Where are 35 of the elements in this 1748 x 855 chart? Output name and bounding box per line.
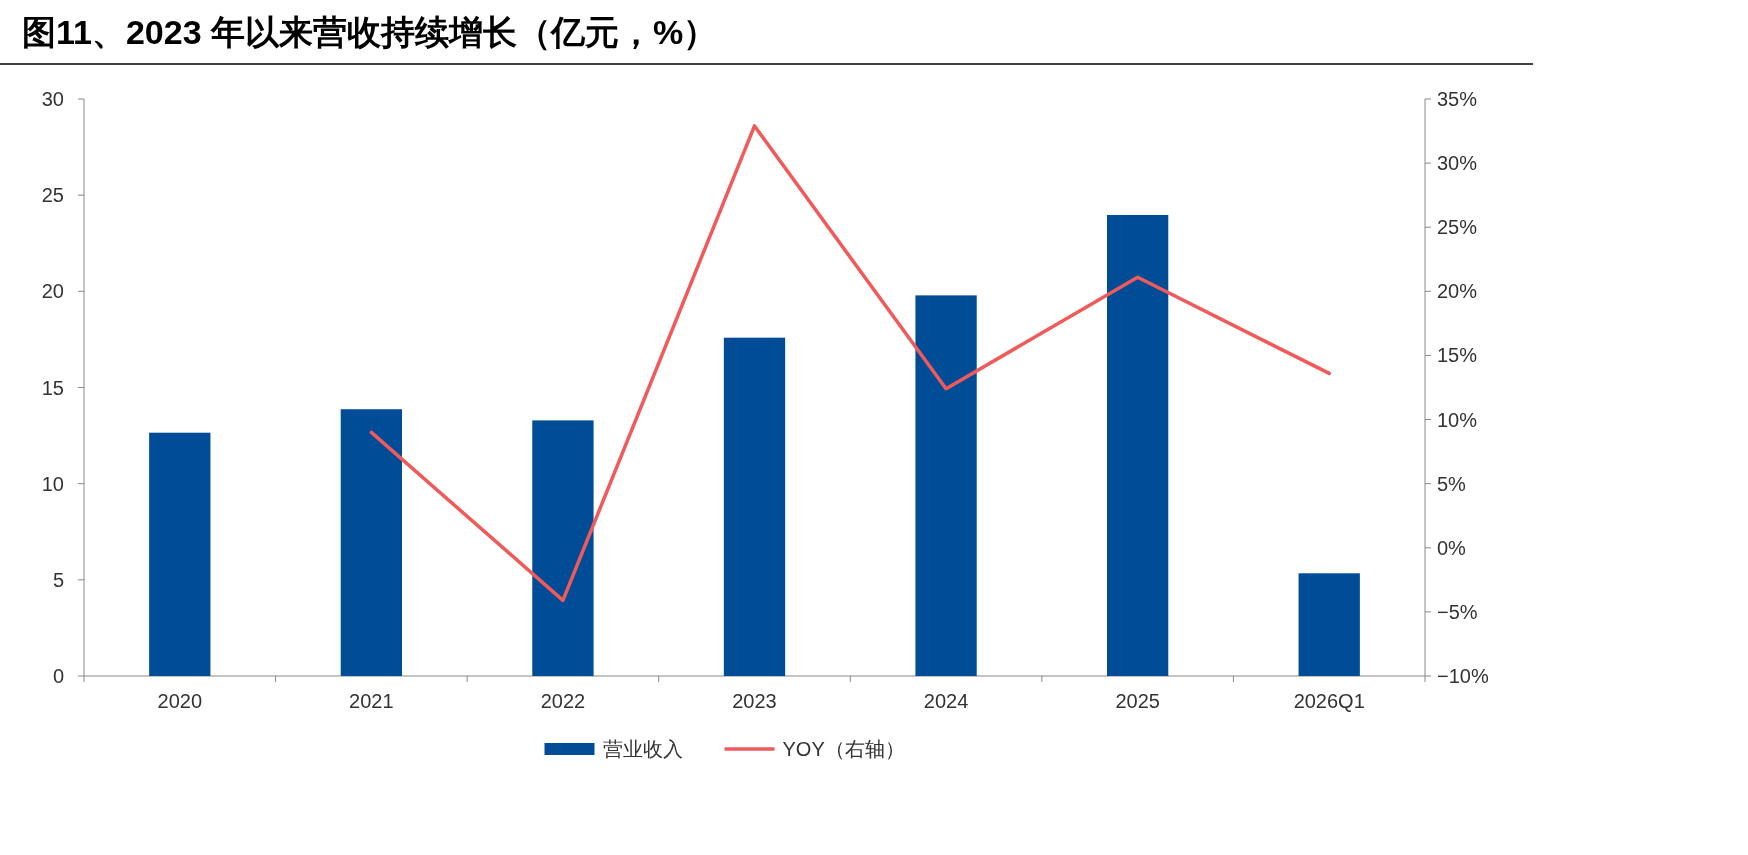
y2-tick-label: −10% — [1437, 665, 1489, 687]
x-tick-label: 2021 — [349, 690, 394, 712]
y2-tick-label: 35% — [1437, 88, 1478, 110]
y-tick-label: 15 — [41, 376, 64, 399]
bar — [532, 420, 594, 676]
y-tick-label: 5 — [52, 568, 64, 591]
bar — [723, 337, 786, 676]
y-tick-label: 25 — [41, 184, 64, 207]
y2-tick-label: −5% — [1437, 600, 1478, 623]
y-tick-label: 30 — [41, 88, 64, 110]
y2-tick-label: 10% — [1437, 408, 1478, 431]
x-tick-label: 2026Q1 — [1293, 690, 1365, 712]
y2-tick-label: 15% — [1437, 344, 1478, 367]
bar — [915, 295, 977, 676]
bar — [1298, 573, 1360, 676]
bar — [340, 409, 403, 676]
line-series — [369, 124, 1331, 603]
x-tick-label: 2022 — [540, 690, 586, 712]
x-tick-label: 2023 — [732, 690, 777, 712]
y2-tick-label: 5% — [1437, 472, 1467, 495]
x-tick-label: 2020 — [157, 690, 203, 712]
y2-tick-label: 20% — [1437, 280, 1478, 303]
chart-title: 图11、2023 年以来营收持续增长（亿元，%） — [22, 13, 718, 51]
y2-tick-label: 0% — [1437, 536, 1467, 559]
y-tick-label: 10 — [41, 472, 64, 495]
legend-label: 营业收入 — [602, 738, 683, 760]
bar — [149, 432, 211, 676]
x-tick-label: 2025 — [1115, 690, 1160, 712]
y-tick-label: 0 — [52, 665, 64, 687]
y2-tick-label: 30% — [1437, 152, 1478, 175]
y-tick-label: 20 — [41, 280, 64, 303]
legend-label: YOY（右轴） — [782, 738, 905, 760]
y2-tick-label: 25% — [1437, 216, 1478, 239]
x-tick-label: 2024 — [923, 690, 969, 712]
bar — [1106, 214, 1169, 676]
